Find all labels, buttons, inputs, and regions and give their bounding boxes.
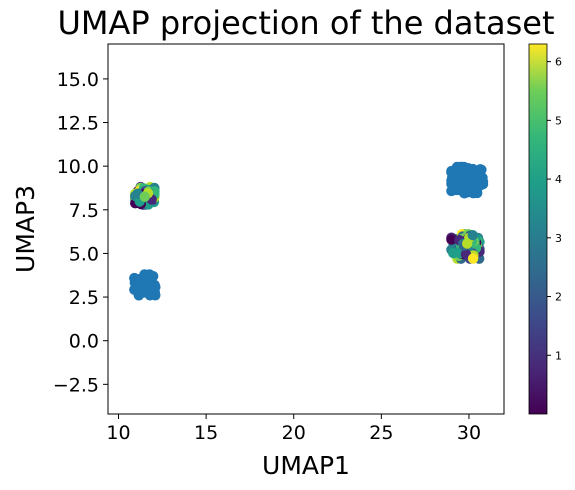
scatter-point: [150, 282, 161, 293]
y-tick-label: 15.0: [57, 69, 99, 91]
colorbar-axis: 1 2 3 4 5 6: [547, 56, 562, 362]
scatter-point: [450, 173, 461, 184]
y-tick-label: 7.5: [69, 200, 99, 222]
y-tick-label: 10.0: [57, 156, 99, 178]
colorbar-tick-label: 6: [555, 56, 562, 69]
scatter-point: [134, 278, 145, 290]
scatter-point: [460, 167, 471, 178]
y-tick-label: 5.0: [69, 243, 99, 265]
x-tick-label: 20: [282, 422, 306, 444]
scatter-point: [139, 269, 150, 280]
scatter-point: [462, 238, 473, 249]
scatter-points: [129, 161, 489, 301]
x-tick-label: 10: [106, 422, 130, 444]
x-tick-label: 15: [194, 422, 218, 444]
y-tick-label: −2.5: [53, 374, 99, 396]
y-axis: −2.5 0.0 2.5 5.0 7.5 10.0 12.5 15.0: [53, 69, 108, 396]
x-axis-label: UMAP1: [262, 451, 350, 480]
x-axis: 10 15 20 25 30: [106, 414, 481, 444]
scatter-point: [466, 181, 477, 192]
scatter-point: [468, 171, 479, 182]
plot-area-frame: [107, 43, 505, 415]
colorbar-tick-label: 2: [555, 291, 562, 304]
colorbar-tick-label: 5: [555, 114, 562, 127]
y-tick-label: 2.5: [69, 287, 99, 309]
y-tick-label: 12.5: [57, 113, 99, 135]
colorbar-tick-label: 3: [555, 232, 562, 245]
scatter-point: [448, 185, 459, 196]
y-tick-label: 0.0: [69, 331, 99, 353]
scatter-point: [143, 288, 155, 299]
colorbar-tick-label: 1: [555, 349, 562, 362]
chart-title: UMAP projection of the dataset: [57, 4, 554, 42]
y-axis-label: UMAP3: [11, 185, 40, 273]
colorbar-tick-label: 4: [555, 173, 562, 186]
scatter-point: [467, 253, 479, 264]
scatter-point: [139, 191, 150, 202]
scatter-point: [446, 234, 457, 245]
x-tick-label: 25: [369, 422, 393, 444]
colorbar: [528, 43, 548, 415]
scatter-point: [467, 230, 478, 241]
x-tick-label: 30: [457, 422, 481, 444]
